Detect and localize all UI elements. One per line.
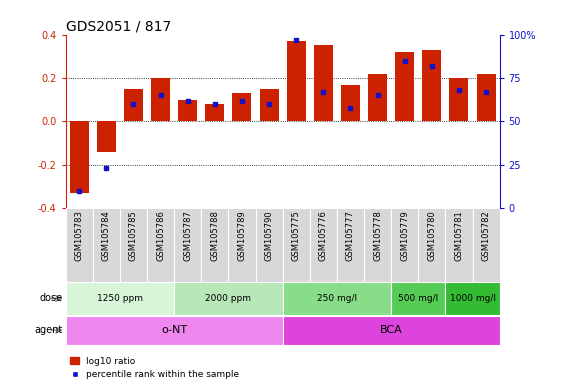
FancyBboxPatch shape bbox=[283, 316, 500, 345]
FancyBboxPatch shape bbox=[445, 208, 473, 282]
Text: GDS2051 / 817: GDS2051 / 817 bbox=[66, 20, 171, 33]
FancyBboxPatch shape bbox=[391, 283, 445, 314]
Legend: log10 ratio, percentile rank within the sample: log10 ratio, percentile rank within the … bbox=[70, 357, 240, 379]
Text: 1250 ppm: 1250 ppm bbox=[97, 294, 143, 303]
Text: GSM105776: GSM105776 bbox=[319, 210, 328, 262]
Text: 2000 ppm: 2000 ppm bbox=[206, 294, 251, 303]
FancyBboxPatch shape bbox=[174, 283, 283, 314]
Text: GSM105780: GSM105780 bbox=[427, 210, 436, 261]
Bar bbox=[449, 78, 468, 121]
FancyBboxPatch shape bbox=[283, 208, 309, 282]
Bar bbox=[124, 89, 143, 121]
Text: 500 mg/l: 500 mg/l bbox=[398, 294, 439, 303]
FancyBboxPatch shape bbox=[66, 283, 174, 314]
FancyBboxPatch shape bbox=[66, 208, 93, 282]
Text: GSM105775: GSM105775 bbox=[292, 210, 301, 261]
FancyBboxPatch shape bbox=[337, 208, 364, 282]
Text: GSM105778: GSM105778 bbox=[373, 210, 382, 262]
Bar bbox=[287, 41, 305, 121]
FancyBboxPatch shape bbox=[202, 208, 228, 282]
Text: dose: dose bbox=[40, 293, 63, 303]
Bar bbox=[97, 121, 116, 152]
Text: GSM105789: GSM105789 bbox=[238, 210, 247, 261]
Text: BCA: BCA bbox=[380, 325, 403, 335]
Text: GSM105785: GSM105785 bbox=[129, 210, 138, 261]
FancyBboxPatch shape bbox=[445, 283, 500, 314]
FancyBboxPatch shape bbox=[364, 208, 391, 282]
Text: GSM105781: GSM105781 bbox=[455, 210, 464, 261]
Text: GSM105788: GSM105788 bbox=[210, 210, 219, 262]
Bar bbox=[395, 52, 414, 121]
Text: GSM105777: GSM105777 bbox=[346, 210, 355, 262]
FancyBboxPatch shape bbox=[228, 208, 255, 282]
FancyBboxPatch shape bbox=[309, 208, 337, 282]
Bar bbox=[341, 84, 360, 121]
Text: GSM105790: GSM105790 bbox=[264, 210, 274, 261]
Text: GSM105784: GSM105784 bbox=[102, 210, 111, 261]
Bar bbox=[232, 93, 251, 121]
FancyBboxPatch shape bbox=[120, 208, 147, 282]
Text: GSM105779: GSM105779 bbox=[400, 210, 409, 261]
Text: GSM105783: GSM105783 bbox=[75, 210, 84, 262]
Bar bbox=[368, 74, 387, 121]
FancyBboxPatch shape bbox=[473, 208, 500, 282]
FancyBboxPatch shape bbox=[255, 208, 283, 282]
Bar bbox=[260, 89, 279, 121]
FancyBboxPatch shape bbox=[147, 208, 174, 282]
Bar bbox=[423, 50, 441, 121]
Text: 1000 mg/l: 1000 mg/l bbox=[449, 294, 496, 303]
Bar bbox=[70, 121, 89, 193]
FancyBboxPatch shape bbox=[66, 316, 283, 345]
Bar bbox=[314, 45, 333, 121]
Bar bbox=[477, 74, 496, 121]
FancyBboxPatch shape bbox=[174, 208, 202, 282]
Text: 250 mg/l: 250 mg/l bbox=[317, 294, 357, 303]
Bar bbox=[151, 78, 170, 121]
Text: agent: agent bbox=[35, 325, 63, 335]
FancyBboxPatch shape bbox=[283, 283, 391, 314]
FancyBboxPatch shape bbox=[391, 208, 418, 282]
Bar bbox=[178, 100, 197, 121]
Text: GSM105786: GSM105786 bbox=[156, 210, 165, 262]
FancyBboxPatch shape bbox=[418, 208, 445, 282]
Text: GSM105787: GSM105787 bbox=[183, 210, 192, 262]
Text: GSM105782: GSM105782 bbox=[481, 210, 490, 261]
Text: o-NT: o-NT bbox=[161, 325, 187, 335]
Bar bbox=[206, 104, 224, 121]
FancyBboxPatch shape bbox=[93, 208, 120, 282]
